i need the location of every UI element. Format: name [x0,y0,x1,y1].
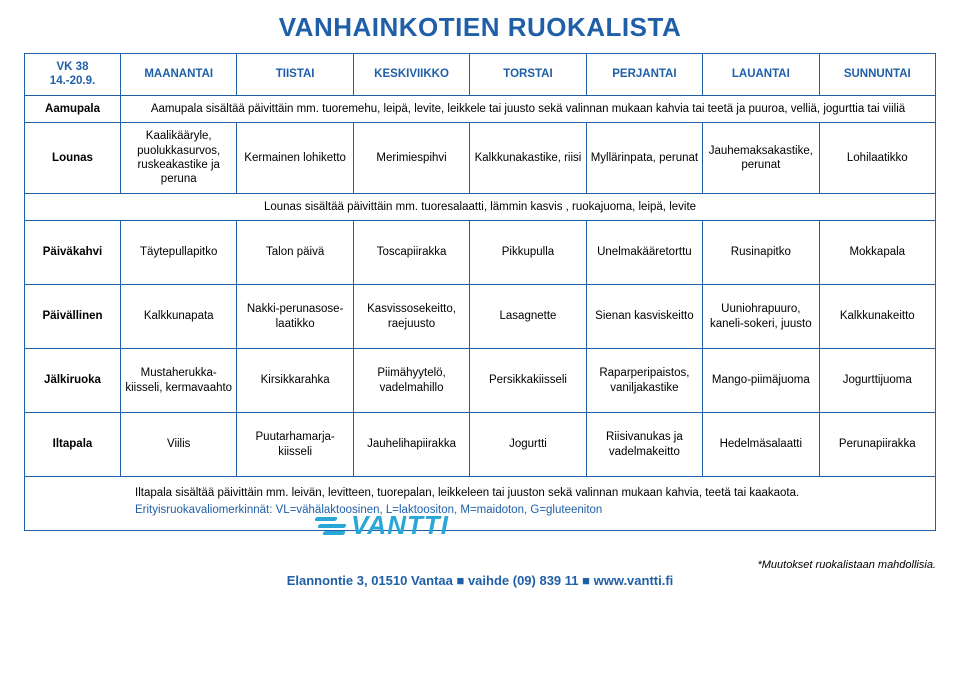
paivallinen-thu: Lasagnette [470,285,586,349]
day-thu: TORSTAI [470,54,586,96]
week-dates: 14.-20.9. [50,75,95,87]
header-row: VK 38 14.-20.9. MAANANTAI TIISTAI KESKIV… [25,54,936,96]
row-jalkiruoka: Jälkiruoka Mustaherukka-kiisseli, kermav… [25,349,936,413]
day-sat: LAUANTAI [703,54,819,96]
page-title: VANHAINKOTIEN RUOKALISTA [24,12,936,43]
row-iltapala: Iltapala Viilis Puutarhamarja-kiisseli J… [25,413,936,477]
aamupala-note: Aamupala sisältää päivittäin mm. tuoreme… [121,95,936,122]
row-label-aamupala: Aamupala [25,95,121,122]
iltapala-wed: Jauhelihapiirakka [353,413,469,477]
paivallinen-tue: Nakki-perunasose-laatikko [237,285,353,349]
row-iltapala-note: Iltapala sisältää päivittäin mm. leivän,… [25,477,936,531]
lounas-thu: Kalkkunakastike, riisi [470,123,586,194]
iltapala-thu: Jogurtti [470,413,586,477]
row-aamupala: Aamupala Aamupala sisältää päivittäin mm… [25,95,936,122]
day-fri: PERJANTAI [586,54,702,96]
footer-disclaimer: *Muutokset ruokalistaan mahdollisia. [24,559,936,571]
paivallinen-wed: Kasvissosekeitto, raejuusto [353,285,469,349]
row-lounas-note: Lounas sisältää päivittäin mm. tuoresala… [25,193,936,220]
row-paivakahvi: Päiväkahvi Täytepullapitko Talon päivä T… [25,221,936,285]
iltapala-sun: Perunapiirakka [819,413,935,477]
jalkiruoka-fri: Raparperipaistos, vaniljakastike [586,349,702,413]
paivakahvi-thu: Pikkupulla [470,221,586,285]
paivallinen-sat: Uuniohrapuuro, kaneli-sokeri, juusto [703,285,819,349]
paivakahvi-wed: Toscapiirakka [353,221,469,285]
jalkiruoka-thu: Persikkakiisseli [470,349,586,413]
paivakahvi-fri: Unelmakääretorttu [586,221,702,285]
lounas-sun: Lohilaatikko [819,123,935,194]
day-mon: MAANANTAI [121,54,237,96]
row-paivallinen: Päivällinen Kalkkunapata Nakki-perunasos… [25,285,936,349]
jalkiruoka-sun: Jogurttijuoma [819,349,935,413]
day-tue: TIISTAI [237,54,353,96]
day-wed: KESKIVIIKKO [353,54,469,96]
week-label: VK 38 [57,61,89,73]
jalkiruoka-mon: Mustaherukka-kiisseli, kermavaahto [121,349,237,413]
logo: VANTTI [315,506,449,545]
lounas-wed: Merimiespihvi [353,123,469,194]
paivakahvi-sat: Rusinapitko [703,221,819,285]
jalkiruoka-sat: Mango-piimäjuoma [703,349,819,413]
row-label-iltapala: Iltapala [25,413,121,477]
paivakahvi-sun: Mokkapala [819,221,935,285]
iltapala-sat: Hedelmäsalaatti [703,413,819,477]
lounas-tue: Kermainen lohiketto [237,123,353,194]
paivallinen-mon: Kalkkunapata [121,285,237,349]
jalkiruoka-wed: Piimähyytelö, vadelmahillo [353,349,469,413]
logo-text: VANTTI [351,510,449,540]
lounas-fri: Myllärinpata, perunat [586,123,702,194]
menu-table: VK 38 14.-20.9. MAANANTAI TIISTAI KESKIV… [24,53,936,531]
week-cell: VK 38 14.-20.9. [25,54,121,96]
lounas-note: Lounas sisältää päivittäin mm. tuoresala… [25,193,936,220]
footer-contact: Elannontie 3, 01510 Vantaa ■ vaihde (09)… [24,573,936,588]
row-label-jalkiruoka: Jälkiruoka [25,349,121,413]
paivakahvi-tue: Talon päivä [237,221,353,285]
day-sun: SUNNUNTAI [819,54,935,96]
lounas-mon: Kaalikääryle, puolukkasurvos, ruskeakast… [121,123,237,194]
iltapala-note: Iltapala sisältää päivittäin mm. leivän,… [135,487,799,499]
jalkiruoka-tue: Kirsikkarahka [237,349,353,413]
iltapala-tue: Puutarhamarja-kiisseli [237,413,353,477]
row-label-lounas: Lounas [25,123,121,194]
lounas-sat: Jauhemaksakastike, perunat [703,123,819,194]
iltapala-fri: Riisivanukas ja vadelmakeitto [586,413,702,477]
iltapala-mon: Viilis [121,413,237,477]
paivallinen-fri: Sienan kasviskeitto [586,285,702,349]
paivallinen-sun: Kalkkunakeitto [819,285,935,349]
row-label-paivakahvi: Päiväkahvi [25,221,121,285]
row-lounas: Lounas Kaalikääryle, puolukkasurvos, rus… [25,123,936,194]
logo-icon [315,517,349,537]
row-label-paivallinen: Päivällinen [25,285,121,349]
paivakahvi-mon: Täytepullapitko [121,221,237,285]
